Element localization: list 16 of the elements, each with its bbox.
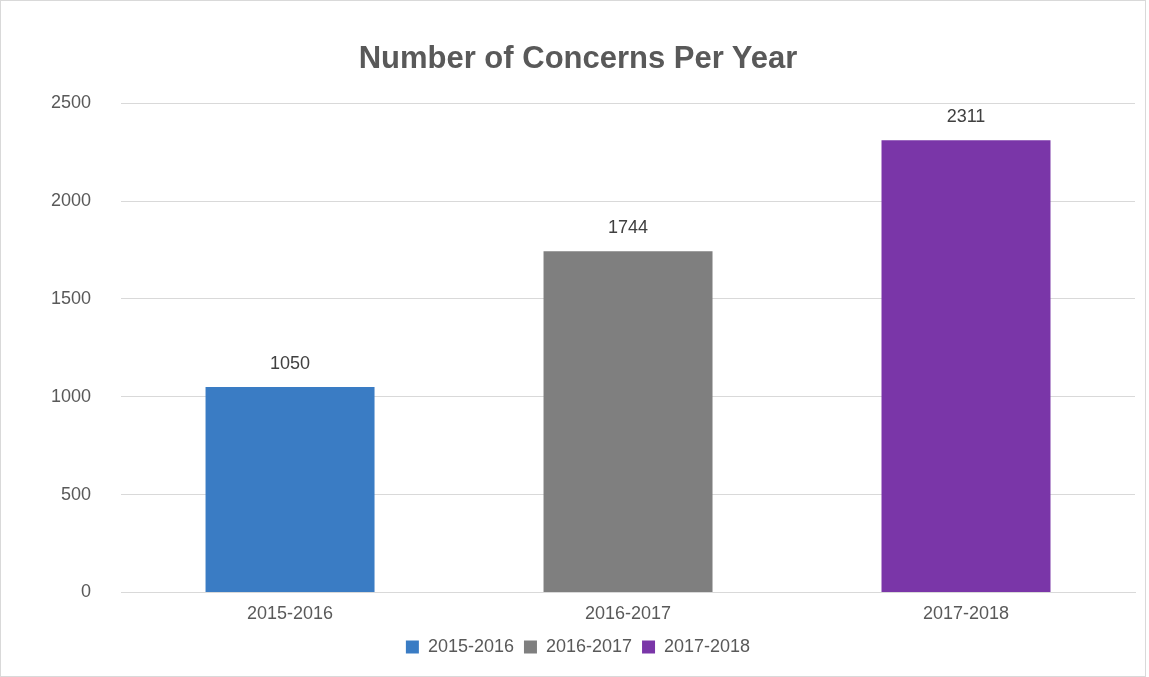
legend-label: 2015-2016 [427,635,514,656]
y-tick-label: 0 [81,581,92,602]
data-label: 2311 [946,106,986,127]
data-label: 1744 [608,217,649,238]
x-tick-label: 2017-2018 [922,603,1010,624]
y-tick-label: 2500 [51,92,92,113]
y-tick-label: 1500 [51,287,92,308]
data-label: 1050 [270,352,311,373]
y-tick-label: 2000 [51,190,92,211]
x-tick-label: 2016-2017 [584,603,672,624]
y-tick-label: 500 [61,483,92,504]
legend-label: 2017-2018 [664,635,751,656]
chart-title: Number of Concerns Per Year [358,40,798,76]
x-tick-label: 2015-2016 [246,603,334,624]
legend-label: 2016-2017 [545,635,633,656]
y-tick-label: 1000 [51,385,92,406]
